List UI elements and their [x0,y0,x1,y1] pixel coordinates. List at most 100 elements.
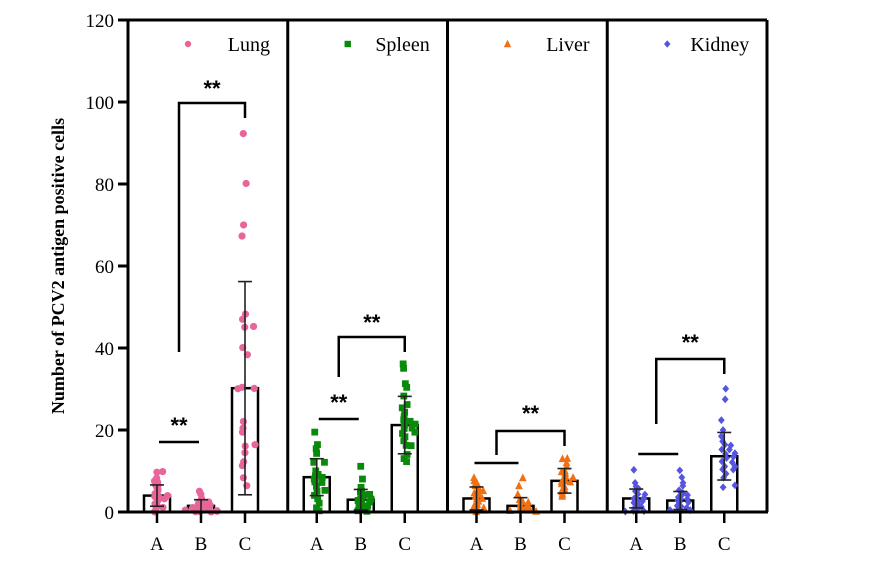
data-point [731,481,739,490]
x-tick-label: A [629,534,643,555]
data-point [730,452,737,461]
data-point [722,384,730,393]
panel-spleen: Spleen A B C ** ** [286,20,430,555]
data-point [310,458,318,466]
data-point [630,498,638,507]
significance-label: ** [170,413,188,438]
x-tick-label: B [195,534,208,555]
data-point [314,441,321,448]
legend-label: Spleen [375,34,429,56]
significance-annotation: ** [318,390,359,421]
data-point [159,467,167,476]
data-point [240,221,248,229]
panel-liver: Liver A B C ** [446,20,590,555]
data-point [366,490,374,498]
data-point [315,499,323,507]
y-tick-label: 20 [95,421,114,442]
significance-bracket [337,335,406,377]
data-point [401,380,409,388]
data-point [411,428,419,436]
x-tick-label: C [398,534,411,555]
panel-kidney: Kidney A B C ** [605,20,749,555]
data-point [314,495,322,503]
x-tick-label: B [354,534,367,555]
data-point [676,466,684,475]
data-point [312,467,320,475]
data-point [318,473,326,481]
data-point [513,489,522,498]
data-point [311,428,319,436]
y-tick-label: 120 [86,11,115,32]
data-point [366,498,374,506]
data-point [311,478,319,486]
data-point [398,404,406,412]
data-point [518,473,527,482]
significance-bracket [495,429,566,455]
data-point [357,462,365,470]
data-point [400,364,407,372]
y-tick-label: 0 [105,503,115,524]
data-point [239,474,247,482]
x-tick-label: B [514,534,527,555]
legend-marker [344,40,351,48]
data-point [515,481,523,490]
significance-label: ** [363,310,381,335]
x-tick-label: C [558,534,571,555]
data-point [402,441,410,449]
data-point [674,493,682,502]
legend-label: Lung [228,34,270,56]
data-point [406,417,414,425]
data-point [558,454,567,463]
data-point [563,454,572,462]
y-tick-label: 60 [95,257,114,278]
data-point [721,395,729,404]
data-point [726,445,733,454]
data-point [400,437,408,445]
y-axis-label: Number of PCV2 antigen positive cells [48,118,68,414]
data-point [160,495,169,503]
x-tick-label: A [310,534,324,555]
data-point [312,445,320,453]
data-point [321,486,329,494]
significance-annotation: ** [495,401,566,455]
data-point [678,473,686,482]
data-point [239,129,247,138]
data-point [242,179,250,188]
data-point [407,442,415,450]
significance-bracket [177,101,247,352]
legend-label: Liver [546,34,590,56]
legend-marker [503,39,512,48]
data-point [679,481,687,490]
data-point [411,420,419,428]
y-axis: 0 20 40 60 80 100 120 [86,11,130,524]
data-point [729,465,737,474]
significance-label: ** [522,401,540,426]
data-point [357,483,365,491]
significance-annotation: ** [177,76,247,352]
data-point [238,462,246,470]
significance-bracket [655,357,726,424]
data-point [234,385,242,393]
data-point [630,465,638,474]
data-point [239,417,247,426]
legend-marker [664,40,671,48]
panel-lung: Lung A B C ** ** [142,34,270,555]
data-point [313,450,321,457]
data-point [400,416,408,424]
data-point [718,457,726,466]
significance-annotation: ** [159,413,199,444]
data-point [364,502,372,510]
y-tick-label: 40 [95,339,114,360]
x-tick-label: C [239,534,252,555]
significance-label: ** [203,76,221,101]
data-point [251,441,259,449]
y-tick-label: 80 [95,175,114,196]
significance-label: ** [330,390,348,415]
data-point [727,441,735,450]
data-point [238,232,246,240]
legend-label: Kidney [690,34,749,56]
data-point [408,424,416,432]
data-point [403,383,411,391]
